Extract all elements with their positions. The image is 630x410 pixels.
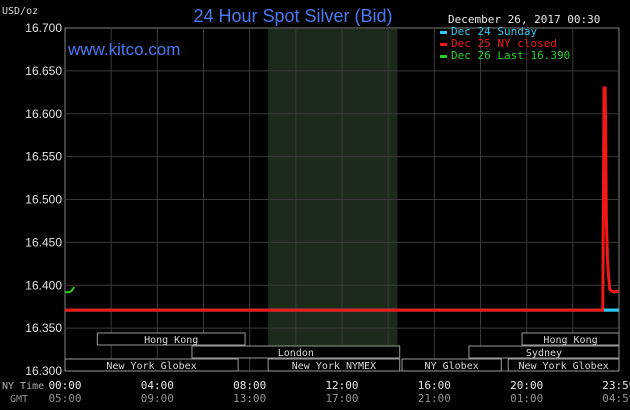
x-tick-label-gmt: 04:59 xyxy=(602,392,630,405)
x-tick-label-gmt: 09:00 xyxy=(141,392,174,405)
session-bar xyxy=(96,332,246,346)
session-label: Sydney xyxy=(526,348,562,359)
session-bar xyxy=(64,358,239,372)
row-label-gmt: GMT xyxy=(10,394,28,405)
x-tick-label-gmt: 13:00 xyxy=(233,392,266,405)
y-tick-label: 16.450 xyxy=(25,235,62,249)
row-label-ny: NY Time xyxy=(2,381,44,392)
y-tick-label: 16.550 xyxy=(25,150,62,164)
session-bar xyxy=(191,345,401,359)
session-bar xyxy=(507,358,620,372)
x-tick-label-ny: 16:00 xyxy=(418,379,451,392)
x-tick-label-ny: 23:59 xyxy=(602,379,630,392)
x-tick-label-gmt: 17:00 xyxy=(325,392,358,405)
y-tick-label: 16.300 xyxy=(25,364,62,378)
session-label: Hong Kong xyxy=(144,335,198,346)
legend-swatch xyxy=(440,43,447,46)
legend-swatch xyxy=(440,55,447,58)
series-line-2 xyxy=(65,86,619,312)
session-bar xyxy=(468,345,620,359)
x-tick-label-ny: 04:00 xyxy=(141,379,174,392)
session-bars: Hong Kong London New York Globex New York N… xyxy=(64,332,620,372)
legend-entry: Dec 25 NY closed xyxy=(451,37,557,50)
session-label: New York Globex xyxy=(106,361,196,372)
series-line-3 xyxy=(65,286,76,294)
y-tick-label: 16.500 xyxy=(25,193,62,207)
session-bar xyxy=(401,358,502,372)
series-lines xyxy=(65,86,619,312)
legend-entry: Dec 24 Sunday xyxy=(451,25,537,38)
x-tick-label-ny: 00:00 xyxy=(48,379,81,392)
session-label: NY Globex xyxy=(425,361,479,372)
axis-labels: 16.300 16.350 16.400 16.450 16.500 16.550 16.6… xyxy=(25,21,630,405)
y-tick-label: 16.650 xyxy=(25,64,62,78)
legend-swatch xyxy=(440,31,447,34)
y-axis-unit: USD/oz xyxy=(2,6,38,17)
x-tick-label-gmt: 01:00 xyxy=(510,392,543,405)
x-tick-label-gmt: 05:00 xyxy=(48,392,81,405)
x-tick-label-ny: 08:00 xyxy=(233,379,266,392)
x-tick-label-ny: 20:00 xyxy=(510,379,543,392)
date-label: December 26, 2017 00:30 xyxy=(448,13,600,26)
session-bar xyxy=(521,332,620,346)
x-tick-label-ny: 12:00 xyxy=(325,379,358,392)
y-tick-label: 16.600 xyxy=(25,107,62,121)
grid xyxy=(65,28,619,371)
session-label: London xyxy=(278,348,314,359)
y-tick-label: 16.700 xyxy=(25,21,62,35)
x-tick-label-gmt: 21:00 xyxy=(418,392,451,405)
session-bar xyxy=(267,358,401,372)
chart-title: 24 Hour Spot Silver (Bid) xyxy=(193,6,392,26)
y-tick-label: 16.400 xyxy=(25,278,62,292)
session-label: New York Globex xyxy=(518,361,608,372)
session-label: New York NYMEX xyxy=(292,361,376,372)
legend-entry: Dec 26 Last 16.390 xyxy=(451,49,570,62)
y-tick-label: 16.350 xyxy=(25,321,62,335)
watermark-url: www.kitco.com xyxy=(67,40,180,59)
session-label: Hong Kong xyxy=(543,335,597,346)
